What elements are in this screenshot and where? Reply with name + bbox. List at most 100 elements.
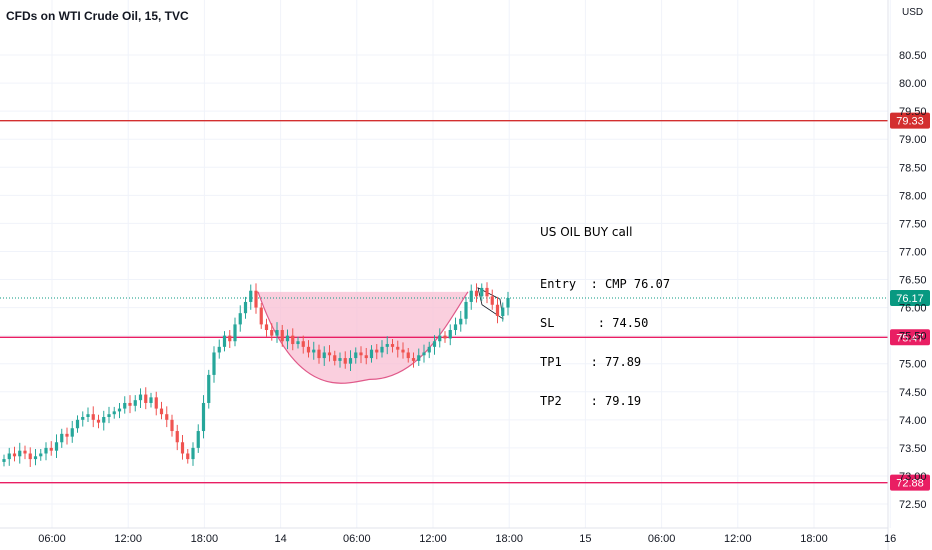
candle-body <box>438 335 442 342</box>
candle-body <box>317 349 321 359</box>
currency-label: USD <box>902 7 924 18</box>
candle-body <box>12 453 17 457</box>
candle-body <box>217 346 221 353</box>
candle-body <box>291 335 295 345</box>
candle-body <box>432 341 437 347</box>
candle-body <box>385 344 389 347</box>
ytick-label: 76.50 <box>899 275 927 287</box>
ytick-label: 75.50 <box>899 331 927 343</box>
xtick-label: 06:00 <box>343 533 371 545</box>
candles <box>2 282 510 467</box>
candle-body <box>411 358 416 361</box>
candle-body <box>375 349 379 353</box>
price-level-badge <box>890 474 930 491</box>
ytick-label: 74.00 <box>899 415 927 427</box>
ytick-label: 80.50 <box>899 50 927 62</box>
candle-body <box>343 358 347 364</box>
candle-body <box>453 324 458 331</box>
candle-body <box>396 346 400 350</box>
candle-body <box>28 453 32 460</box>
candle-body <box>212 352 216 375</box>
ytick-label: 79.50 <box>899 106 927 118</box>
candle-body <box>154 397 158 409</box>
annotation-tp1: TP1 : 77.89 <box>540 355 642 369</box>
candle-body <box>380 346 384 353</box>
annotation-tp2: TP2 : 79.19 <box>540 394 642 408</box>
ytick-label: 73.50 <box>899 443 927 455</box>
candle-body <box>49 447 53 451</box>
candle-body <box>196 431 200 448</box>
candle-body <box>186 453 190 460</box>
candle-body <box>254 290 258 308</box>
ytick-label: 77.00 <box>899 246 927 258</box>
candle-body <box>443 335 447 339</box>
candle-body <box>406 352 410 359</box>
candle-body <box>60 433 64 443</box>
candle-body <box>112 411 116 415</box>
annotation-entry: Entry : CMP 76.07 <box>540 277 671 291</box>
candle-body <box>102 417 106 423</box>
candle-body <box>44 447 48 454</box>
xtick-label: 16 <box>884 533 896 545</box>
candle-body <box>191 447 195 460</box>
price-level-badge <box>890 329 930 346</box>
candle-body <box>75 419 80 429</box>
xtick-label: 12:00 <box>724 533 752 545</box>
candle-body <box>275 330 279 336</box>
ytick-label: 78.50 <box>899 162 927 174</box>
xtick-label: 12:00 <box>114 533 142 545</box>
candle-body <box>495 304 500 316</box>
candle-body <box>133 400 137 406</box>
candle-body <box>91 414 95 420</box>
candle-body <box>327 352 332 356</box>
candle-body <box>149 397 153 403</box>
grid <box>0 0 891 528</box>
ytick-label: 74.50 <box>899 387 927 399</box>
candle-body <box>417 355 421 361</box>
candle-body <box>306 346 311 353</box>
ytick-label: 79.00 <box>899 134 927 146</box>
candle-body <box>485 287 489 297</box>
chart-title: CFDs on WTI Crude Oil, 15, TVC <box>6 9 189 23</box>
price-level-label: 75.47 <box>896 332 924 344</box>
candle-body <box>144 394 148 403</box>
candle-body <box>123 402 127 409</box>
time-axis[interactable]: 06:00 12:00 18:00 14 06:00 12:00 18:00 15 06:00 1… <box>0 527 896 545</box>
ytick-label: 76.00 <box>899 303 927 315</box>
price-axis[interactable]: 80.50 80.00 79.50 79.00 78.50 78.00 77.50 77.00… <box>887 0 927 550</box>
candle-body <box>180 442 185 454</box>
candle-body <box>128 402 132 406</box>
candle-body <box>480 287 484 297</box>
candle-body <box>86 414 90 418</box>
candle-body <box>506 298 510 308</box>
candle-body <box>296 341 300 345</box>
candle-body <box>207 374 211 403</box>
trade-annotation: US OIL BUY call Entry : CMP 76.07 SL : 7… <box>540 200 670 421</box>
candle-body <box>312 349 316 353</box>
candle-body <box>427 346 431 353</box>
price-level-label: 79.33 <box>896 116 924 128</box>
candle-body <box>159 408 164 415</box>
ytick-label: 80.00 <box>899 78 927 90</box>
ytick-label: 78.00 <box>899 190 927 202</box>
candle-body <box>333 355 337 361</box>
xtick-label: 15 <box>579 533 591 545</box>
candle-body <box>422 352 426 356</box>
candle-body <box>259 307 263 325</box>
candle-body <box>249 290 253 302</box>
candle-body <box>96 419 101 423</box>
candle-body <box>459 318 463 325</box>
candle-body <box>369 349 374 359</box>
xtick-label: 14 <box>274 533 286 545</box>
candle-body <box>359 352 363 356</box>
xtick-label: 18:00 <box>800 533 828 545</box>
candle-body <box>490 296 494 305</box>
candle-body <box>170 419 174 432</box>
candle-body <box>285 335 290 342</box>
candle-body <box>175 431 179 443</box>
candle-body <box>301 341 305 347</box>
xtick-label: 12:00 <box>419 533 447 545</box>
candle-body <box>338 358 342 361</box>
candle-body <box>165 414 169 420</box>
